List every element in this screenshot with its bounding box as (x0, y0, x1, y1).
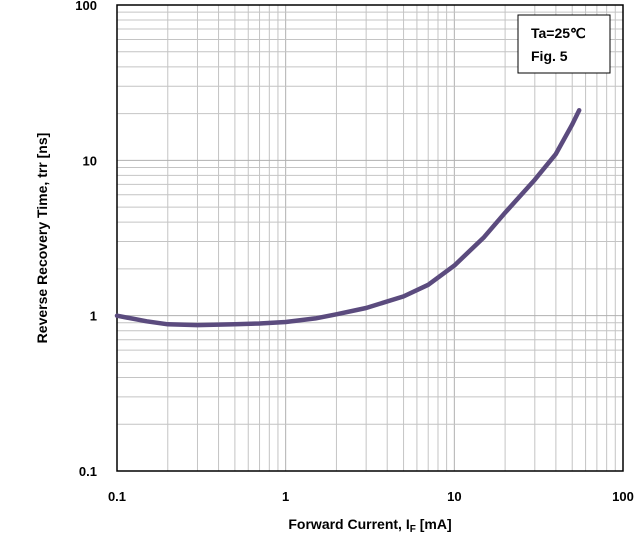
tick-labels: 0.1 1 10 100 0.1 1 10 100 (75, 0, 634, 504)
y-tick-label: 0.1 (79, 464, 97, 479)
x-tick-label: 100 (612, 489, 634, 504)
grid (116, 5, 623, 472)
series (114, 108, 582, 328)
x-axis-label-main: Forward Current, I (288, 516, 409, 532)
x-tick-label: 10 (447, 489, 461, 504)
x-tick-label: 0.1 (108, 489, 126, 504)
y-tick-label: 10 (83, 153, 97, 168)
plot-frame (116, 4, 624, 472)
annotation-figure-label: Fig. 5 (531, 48, 568, 64)
y-tick-label: 100 (75, 0, 97, 13)
series-line (114, 108, 582, 328)
y-tick-label: 1 (90, 309, 97, 324)
x-axis-label-subscript: F (410, 524, 416, 535)
y-axis-label: Reverse Recovery Time, trr [ns] (34, 133, 50, 344)
x-tick-label: 1 (282, 489, 289, 504)
annotation-box (517, 14, 611, 74)
x-axis-label-unit: [mA] (416, 516, 452, 532)
x-axis-label: Forward Current, IF [mA] (288, 516, 451, 535)
annotation-temperature: Ta=25℃ (531, 25, 586, 41)
